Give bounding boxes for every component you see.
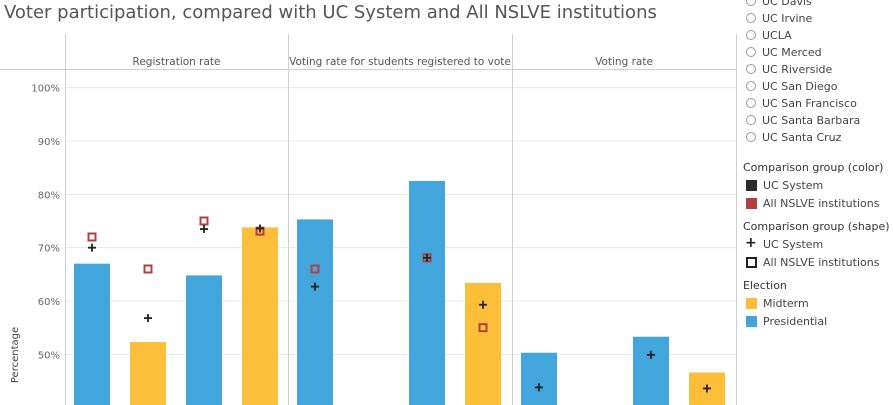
radio-button-icon[interactable] xyxy=(746,115,756,125)
bar xyxy=(186,275,222,405)
bar xyxy=(130,342,166,405)
swatch-presidential xyxy=(746,316,757,327)
radio-button-icon[interactable] xyxy=(746,0,756,6)
panel-title: Registration rate xyxy=(133,56,221,68)
comparison-markers xyxy=(87,216,711,393)
radio-button-icon[interactable] xyxy=(746,13,756,23)
panel-title: Voting rate for students registered to v… xyxy=(289,56,511,68)
panel-frames xyxy=(0,34,737,405)
nslve-marker xyxy=(143,264,153,274)
nslve-marker xyxy=(87,232,97,242)
uc-system-marker xyxy=(703,384,711,393)
swatch-midterm xyxy=(746,298,757,309)
bar xyxy=(521,352,557,405)
uc-system-marker xyxy=(423,253,431,262)
uc-system-marker xyxy=(88,243,96,252)
uc-system-marker xyxy=(535,383,543,392)
chart-title: Voter participation, compared with UC Sy… xyxy=(4,2,657,23)
uc-system-marker xyxy=(311,282,319,291)
bar xyxy=(409,181,445,405)
radio-button-icon[interactable] xyxy=(746,98,756,108)
gridlines xyxy=(65,87,736,355)
y-tick-label: 80% xyxy=(38,190,60,201)
legend-color-title: Comparison group (color) xyxy=(743,161,884,174)
nslve-marker xyxy=(199,216,209,226)
swatch-nslve xyxy=(746,198,757,209)
y-tick-label: 100% xyxy=(31,84,60,95)
radio-button-icon[interactable] xyxy=(746,132,756,142)
bar xyxy=(633,336,669,405)
uc-system-marker xyxy=(256,224,264,233)
plus-icon: + xyxy=(745,235,757,251)
uc-system-marker xyxy=(200,225,208,233)
uc-system-marker xyxy=(479,300,487,309)
nslve-marker xyxy=(310,264,320,274)
radio-button-icon[interactable] xyxy=(746,47,756,57)
swatch-uc-system xyxy=(746,180,757,191)
square-outline-icon xyxy=(746,257,757,268)
bars xyxy=(74,181,725,405)
chart-canvas: 50% 60% 70% 80% 90% 100% Percentage Registratio… xyxy=(0,34,737,405)
radio-button-icon[interactable] xyxy=(746,64,756,74)
uc-system-marker xyxy=(647,350,655,359)
y-tick-label: 70% xyxy=(38,244,60,255)
bar xyxy=(297,219,333,405)
panel-title: Voting rate xyxy=(595,56,653,68)
legend-panel: UC Davis UC Irvine UCLA UC Merced UC Riversi… xyxy=(743,0,893,405)
axis-labels: 50% 60% 70% 80% 90% 100% Percentage Registratio… xyxy=(10,56,653,383)
y-tick-label: 90% xyxy=(38,137,60,148)
bar xyxy=(74,263,110,405)
bar xyxy=(242,227,278,405)
radio-button-icon[interactable] xyxy=(746,81,756,91)
legend-election-title: Election xyxy=(743,279,787,292)
uc-system-marker xyxy=(144,314,152,323)
y-tick-label: 50% xyxy=(38,350,60,361)
radio-button-icon[interactable] xyxy=(746,30,756,40)
legend-shape-title: Comparison group (shape) xyxy=(743,220,890,233)
y-tick-label: 60% xyxy=(38,297,60,308)
y-axis-label: Percentage xyxy=(10,327,21,383)
nslve-marker xyxy=(478,323,488,333)
